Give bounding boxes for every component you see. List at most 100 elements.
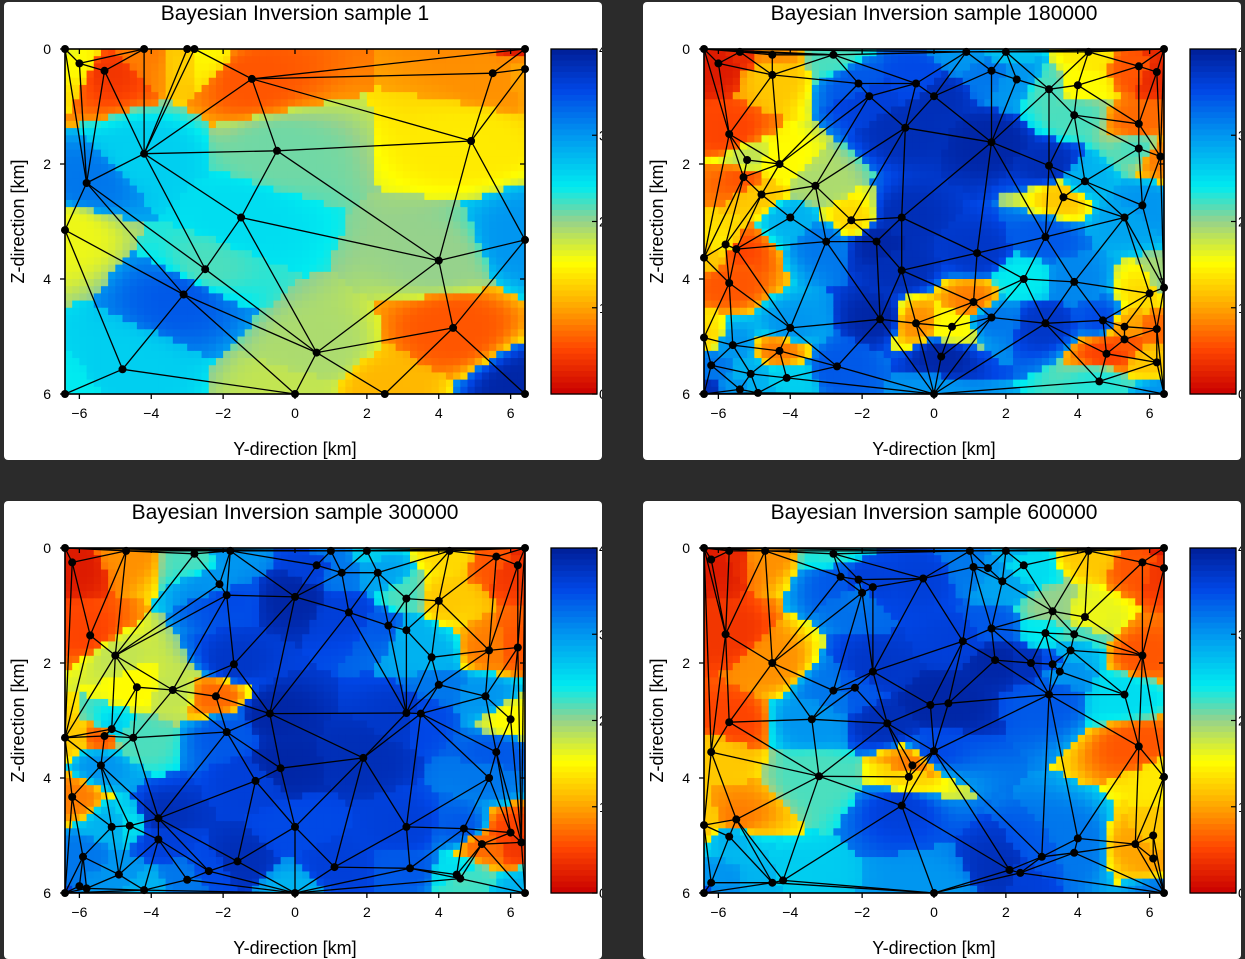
heatmap-cell (86, 228, 95, 237)
heatmap-cell (1020, 207, 1029, 215)
heatmap-cell (811, 99, 820, 108)
heatmap-cell (352, 149, 361, 158)
heatmap-cell (1034, 171, 1043, 179)
heatmap-cell (517, 149, 525, 158)
heatmap-cell (158, 207, 167, 215)
heatmap-cell (223, 257, 231, 266)
heatmap-cell (323, 120, 332, 129)
heatmap-cell (481, 314, 490, 323)
heatmap-cell (366, 135, 375, 144)
heatmap-cell (338, 56, 346, 64)
heatmap-cell (1128, 106, 1136, 115)
heatmap-cell (395, 329, 404, 338)
heatmap-cell (969, 120, 978, 129)
heatmap-cell (1041, 243, 1050, 251)
heatmap-cell (496, 271, 505, 280)
heatmap-cell (410, 84, 418, 93)
heatmap-cell (79, 84, 88, 93)
heatmap-cell (424, 128, 433, 136)
heatmap-cell (453, 113, 461, 122)
heatmap-cell (259, 365, 267, 374)
heatmap-cell (330, 286, 339, 294)
heatmap-cell (172, 178, 181, 187)
heatmap-cell (338, 221, 346, 230)
heatmap-cell (1020, 156, 1029, 165)
heatmap-cell (93, 185, 102, 194)
heatmap-cell (122, 178, 131, 187)
heatmap-cell (905, 235, 914, 244)
heatmap-cell (790, 207, 799, 215)
heatmap-cell (208, 314, 217, 323)
heatmap-cell (467, 214, 476, 223)
heatmap-cell (783, 149, 791, 158)
heatmap-cell (388, 99, 397, 108)
heatmap-cell (151, 286, 160, 294)
heatmap-cell (352, 156, 361, 165)
heatmap-cell (1013, 235, 1021, 244)
heatmap-cell (1092, 99, 1100, 108)
heatmap-cell (345, 372, 354, 381)
heatmap-cell (503, 286, 512, 294)
heatmap-cell (732, 235, 741, 244)
heatmap-cell (460, 56, 469, 64)
heatmap-cell (962, 199, 971, 208)
heatmap-cell (948, 92, 957, 100)
mesh-edge (316, 260, 440, 354)
heatmap-cell (783, 70, 791, 79)
heatmap-cell (352, 77, 361, 86)
heatmap-cell (775, 120, 784, 129)
heatmap-cell (424, 63, 433, 72)
heatmap-cell (129, 63, 138, 72)
heatmap-cell (1020, 70, 1029, 79)
heatmap-cell (1049, 192, 1057, 201)
heatmap-cell (510, 343, 519, 352)
heatmap-cell (747, 243, 755, 251)
heatmap-cell (359, 250, 368, 259)
heatmap-cell (718, 113, 727, 122)
heatmap-cell (136, 358, 145, 366)
heatmap-cell (1120, 99, 1129, 108)
heatmap-cell (854, 63, 863, 72)
heatmap-cell (273, 372, 282, 381)
heatmap-cell (761, 250, 770, 259)
heatmap-cell (122, 350, 131, 359)
heatmap-cell (826, 99, 834, 108)
heatmap-cell (129, 84, 138, 93)
heatmap-cell (417, 63, 425, 72)
heatmap-cell (266, 286, 275, 294)
heatmap-cell (323, 171, 332, 179)
heatmap-cell (180, 307, 188, 316)
heatmap-cell (108, 228, 116, 237)
heatmap-cell (208, 135, 217, 144)
heatmap-cell (510, 372, 519, 381)
heatmap-cell (165, 386, 174, 394)
heatmap-cell (869, 207, 878, 215)
heatmap-cell (962, 207, 971, 215)
heatmap-cell (323, 192, 332, 201)
heatmap-cell (144, 228, 152, 237)
heatmap-cell (316, 178, 325, 187)
heatmap-cell (1135, 221, 1144, 230)
heatmap-cell (374, 171, 382, 179)
heatmap-cell (230, 307, 239, 316)
heatmap-cell (65, 192, 73, 201)
heatmap-cell (962, 63, 971, 72)
heatmap-cell (1013, 106, 1021, 115)
heatmap-cell (941, 120, 949, 129)
heatmap-cell (381, 372, 390, 381)
heatmap-cell (388, 300, 397, 309)
heatmap-cell (237, 235, 246, 244)
heatmap-cell (984, 63, 993, 72)
heatmap-cell (244, 63, 253, 72)
heatmap-cell (352, 250, 361, 259)
heatmap-cell (129, 178, 138, 187)
heatmap-cell (359, 56, 368, 64)
heatmap-cell (108, 199, 116, 208)
heatmap-cell (1156, 192, 1164, 201)
heatmap-cell (287, 149, 296, 158)
heatmap-cell (65, 329, 73, 338)
heatmap-cell (1120, 70, 1129, 79)
heatmap-cell (316, 279, 325, 287)
heatmap-cell (215, 142, 224, 151)
heatmap-cell (984, 214, 993, 223)
